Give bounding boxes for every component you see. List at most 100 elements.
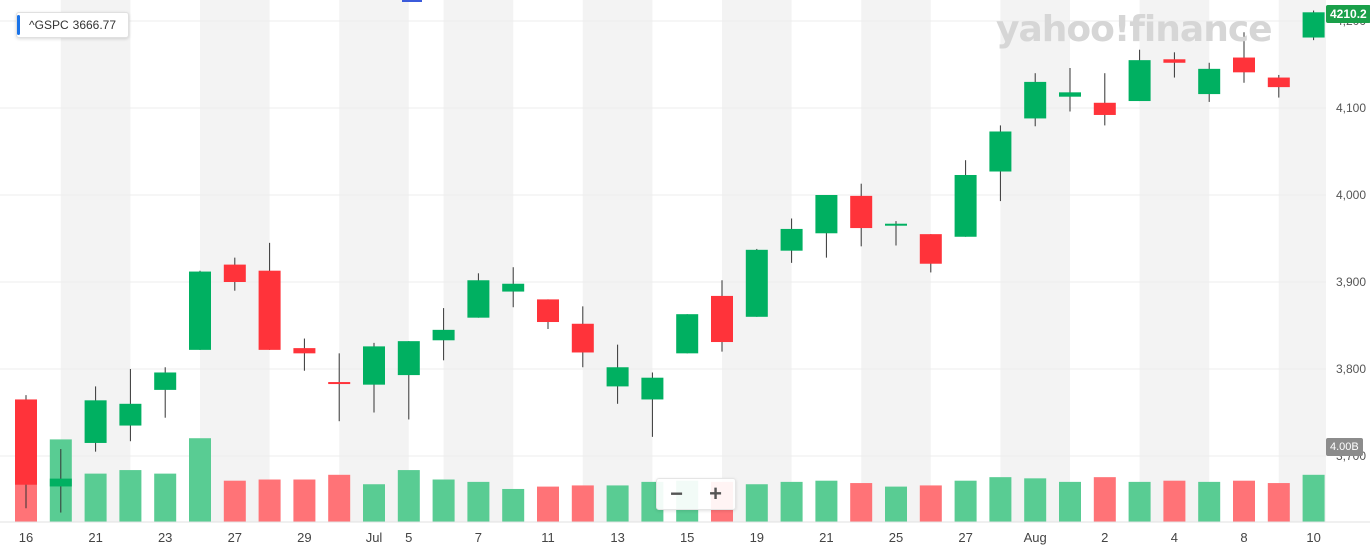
price-tick-label: 3,800 xyxy=(1336,362,1366,376)
candle xyxy=(1128,49,1151,102)
date-tick-label: 16 xyxy=(19,530,33,545)
volume-bar xyxy=(571,485,594,522)
candle xyxy=(641,372,664,437)
date-axis: 16 21 23 27 29 Jul 5 7 11 13 15 19 21 25 27 Aug 2 4 8 10 xyxy=(0,521,1370,545)
date-tick-label: Jul xyxy=(366,530,383,545)
candle xyxy=(1059,67,1081,112)
candle xyxy=(606,344,629,404)
candle-body xyxy=(537,299,559,323)
date-band xyxy=(582,0,653,522)
date-tick-label: 11 xyxy=(541,530,555,545)
date-tick-label: 25 xyxy=(889,530,903,545)
candle-body xyxy=(502,283,525,292)
candle xyxy=(1198,62,1221,102)
volume-bar xyxy=(954,480,977,522)
date-bands xyxy=(60,0,1326,522)
candle xyxy=(154,367,177,418)
candle xyxy=(49,449,72,513)
volume-bar xyxy=(1198,481,1221,522)
volume-bar xyxy=(154,473,177,522)
price-tick-label: 3,900 xyxy=(1336,275,1366,289)
candle-body xyxy=(1233,57,1255,73)
date-tick-label: 8 xyxy=(1240,530,1247,545)
date-band xyxy=(443,0,514,522)
candle-body xyxy=(432,329,455,341)
candle-body xyxy=(15,399,37,485)
candle-body xyxy=(1302,12,1325,38)
candle xyxy=(258,242,281,350)
volume-bar xyxy=(780,481,803,522)
date-tick-label: 29 xyxy=(297,530,311,545)
volume-tag: 4.00B xyxy=(1326,438,1363,456)
date-band xyxy=(861,0,931,522)
candle-body xyxy=(1198,68,1221,95)
candle-body xyxy=(1267,77,1290,88)
candle-body xyxy=(954,174,977,237)
candle xyxy=(223,257,246,291)
volume-bar xyxy=(885,486,907,522)
volume-bar xyxy=(537,486,559,522)
volume-bar xyxy=(1024,478,1047,522)
candle-body xyxy=(1059,92,1081,97)
volume-bar xyxy=(502,488,525,522)
date-tick-label: 4 xyxy=(1171,530,1178,545)
volume-bar xyxy=(1302,474,1325,522)
volume-bar xyxy=(432,479,455,522)
price-tick-label: 4,000 xyxy=(1336,188,1366,202)
volume-bar xyxy=(397,470,420,522)
ticker-label[interactable]: ^GSPC 3666.77 xyxy=(16,12,130,38)
candle xyxy=(1163,52,1186,78)
ticker-value: 3666.77 xyxy=(72,18,117,32)
candle xyxy=(119,369,142,442)
candle xyxy=(432,308,455,361)
candle-body xyxy=(885,223,907,226)
candle xyxy=(815,195,838,258)
candle xyxy=(537,299,559,329)
candle-body xyxy=(363,346,385,385)
date-tick-label: 23 xyxy=(158,530,172,545)
candle-body xyxy=(815,195,838,234)
volume-bar xyxy=(189,438,211,522)
candle xyxy=(189,270,211,350)
date-tick-label: 15 xyxy=(680,530,694,545)
price-candles xyxy=(15,10,1325,513)
candle-body xyxy=(1128,60,1151,102)
last-price-tag: 4210.2 xyxy=(1326,5,1370,23)
zoom-controls: − + xyxy=(656,478,736,510)
date-band xyxy=(1139,0,1210,522)
candle xyxy=(676,314,699,354)
candle-body xyxy=(328,382,351,385)
candle-body xyxy=(676,314,699,354)
date-tick-label: 21 xyxy=(819,530,833,545)
candle-body xyxy=(293,348,316,354)
volume-bar xyxy=(989,477,1012,522)
zoom-out-button[interactable]: − xyxy=(670,481,683,506)
candle-body xyxy=(641,377,664,400)
candle xyxy=(1024,73,1047,127)
candle xyxy=(397,341,420,420)
candle xyxy=(850,183,873,247)
volume-bar xyxy=(919,485,942,522)
volume-bar xyxy=(293,479,316,522)
candle xyxy=(571,306,594,368)
candle xyxy=(885,221,907,246)
candle-body xyxy=(850,195,873,229)
price-tick-label: 4,100 xyxy=(1336,101,1366,115)
volume-bar xyxy=(258,479,281,522)
zoom-in-button[interactable]: + xyxy=(709,481,722,506)
candle-body xyxy=(119,403,142,426)
volume-bar xyxy=(328,474,351,522)
volume-bar xyxy=(745,484,768,522)
volume-bar xyxy=(606,485,629,522)
range-marker xyxy=(402,0,422,2)
candle xyxy=(780,218,803,263)
candle-body xyxy=(397,341,420,376)
candle xyxy=(15,395,37,509)
candle xyxy=(711,280,733,352)
date-band xyxy=(339,0,409,522)
volume-bar xyxy=(1233,480,1255,522)
date-tick-label: 5 xyxy=(405,530,412,545)
date-tick-label: 21 xyxy=(88,530,102,545)
volume-bar xyxy=(850,483,873,522)
